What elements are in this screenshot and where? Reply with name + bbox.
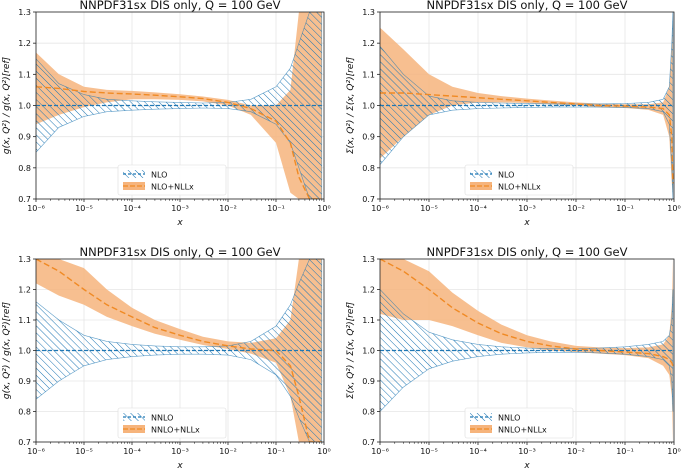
legend: NNLO NNLO+NLLx (464, 407, 574, 439)
y-tick-label: 1.1 (362, 70, 375, 79)
x-tick-label: 10⁻² (567, 447, 585, 456)
legend-label: NNLO (498, 414, 520, 423)
x-tick-label: 10⁻⁶ (371, 447, 389, 456)
y-tick-label: 0.8 (362, 164, 375, 173)
x-tick-label: 10⁻⁴ (123, 447, 141, 456)
central-line-filled (36, 259, 322, 442)
y-tick-label: 1.2 (18, 286, 31, 295)
y-tick-label: 0.9 (362, 377, 375, 386)
legend-label: NNLO+NLLx (151, 426, 200, 435)
central-line-filled (380, 259, 674, 367)
y-axis-label: Σ(x, Q²) / Σ(x, Q²)[ref] (346, 301, 356, 399)
y-tick-label: 1.2 (362, 39, 375, 48)
y-tick-label: 1.2 (18, 39, 31, 48)
y-tick-label: 1.2 (362, 286, 375, 295)
y-tick-label: 0.9 (18, 133, 31, 142)
band-filled (380, 259, 673, 442)
x-tick-label: 10⁻⁵ (75, 447, 93, 456)
y-tick-label: 1.3 (18, 255, 31, 264)
legend-label: NLO+NLLx (151, 183, 194, 192)
y-tick-label: 1.0 (18, 347, 31, 356)
x-axis-label: x (523, 461, 530, 471)
chart-title: NNPDF31sx DIS only, Q = 100 GeV (427, 0, 628, 12)
chart-panel-2: 10⁻⁶ 10⁻⁵ 10⁻⁴ 10⁻³ 10⁻² 10⁻¹ 10⁰ 0.7 0.8 0.9 1.0 1… (346, 0, 681, 228)
y-tick-label: 1.1 (18, 70, 31, 79)
x-tick-label: 10⁻⁶ (27, 204, 45, 213)
x-tick-label: 10⁻⁴ (469, 447, 487, 456)
y-axis-label: Σ(x, Q²) / Σ(x, Q²)[ref] (346, 56, 356, 154)
chart-panel-1: 10⁻⁶ 10⁻⁵ 10⁻⁴ 10⁻³ 10⁻² 10⁻¹ 10⁰ 0.7 0.8 0.9 1.0 1… (2, 0, 331, 228)
y-tick-label: 1.0 (362, 347, 375, 356)
x-tick-label: 10⁻⁶ (371, 204, 389, 213)
x-tick-label: 10⁻¹ (267, 204, 285, 213)
x-tick-label: 10⁻³ (171, 447, 189, 456)
legend: NLO NLO+NLLx (117, 164, 227, 196)
x-tick-label: 10⁻² (567, 204, 585, 213)
x-tick-label: 10⁻⁴ (469, 204, 487, 213)
legend-label: NLO+NLLx (498, 183, 541, 192)
central-line-filled (36, 86, 322, 199)
x-tick-label: 10⁻⁵ (420, 204, 438, 213)
legend: NNLO NNLO+NLLx (117, 407, 227, 439)
chart-title: NNPDF31sx DIS only, Q = 100 GeV (80, 0, 281, 12)
y-axis-label: g(x, Q²) / g(x, Q²)[ref] (2, 56, 12, 154)
x-tick-label: 10⁻⁶ (27, 447, 45, 456)
chart-title: NNPDF31sx DIS only, Q = 100 GeV (80, 245, 281, 259)
band-hatched (36, 12, 323, 199)
legend-label: NLO (498, 171, 514, 180)
x-tick-label: 10⁻⁴ (123, 204, 141, 213)
y-tick-label: 0.7 (18, 438, 31, 447)
x-tick-label: 10⁻⁵ (75, 204, 93, 213)
y-tick-label: 0.8 (18, 408, 31, 417)
x-tick-label: 10⁻³ (171, 204, 189, 213)
x-tick-label: 10⁻¹ (267, 447, 285, 456)
central-line-filled (380, 92, 674, 184)
x-tick-label: 10⁻¹ (616, 204, 634, 213)
legend-label: NLO (151, 171, 167, 180)
chart-panel-3: 10⁻⁶ 10⁻⁵ 10⁻⁴ 10⁻³ 10⁻² 10⁻¹ 10⁰ 0.7 0.8 0.9 1.0 1… (2, 245, 331, 471)
y-tick-label: 1.1 (362, 316, 375, 325)
y-tick-label: 1.0 (18, 102, 31, 111)
x-tick-label: 10⁰ (317, 204, 330, 213)
y-tick-label: 1.0 (362, 102, 375, 111)
chart-title: NNPDF31sx DIS only, Q = 100 GeV (427, 245, 628, 259)
chart-panel-4: 10⁻⁶ 10⁻⁵ 10⁻⁴ 10⁻³ 10⁻² 10⁻¹ 10⁰ 0.7 0.8 0.9 1.0 1… (346, 245, 681, 471)
x-axis-label: x (523, 218, 530, 228)
y-tick-label: 1.3 (362, 8, 375, 17)
y-tick-label: 0.7 (362, 195, 375, 204)
band-hatched (36, 259, 323, 442)
x-tick-label: 10⁻² (219, 447, 237, 456)
y-tick-label: 0.8 (18, 164, 31, 173)
x-tick-label: 10⁰ (667, 204, 680, 213)
x-tick-label: 10⁻³ (518, 204, 536, 213)
x-tick-label: 10⁰ (317, 447, 330, 456)
x-axis-label: x (176, 218, 183, 228)
y-tick-label: 0.8 (362, 408, 375, 417)
y-tick-label: 0.7 (18, 195, 31, 204)
legend-label: NNLO (151, 414, 173, 423)
y-tick-label: 1.3 (362, 255, 375, 264)
legend-label: NNLO+NLLx (498, 426, 547, 435)
y-tick-label: 0.7 (362, 438, 375, 447)
y-axis-label: g(x, Q²) / g(x, Q²)[ref] (2, 301, 12, 399)
y-tick-label: 1.3 (18, 8, 31, 17)
y-tick-label: 1.1 (18, 316, 31, 325)
x-tick-label: 10⁻¹ (616, 447, 634, 456)
x-axis-label: x (176, 461, 183, 471)
x-tick-label: 10⁻⁵ (420, 447, 438, 456)
y-tick-label: 0.9 (362, 133, 375, 142)
legend: NLO NLO+NLLx (464, 164, 574, 196)
y-tick-label: 0.9 (18, 377, 31, 386)
x-tick-label: 10⁰ (667, 447, 680, 456)
x-tick-label: 10⁻² (219, 204, 237, 213)
x-tick-label: 10⁻³ (518, 447, 536, 456)
